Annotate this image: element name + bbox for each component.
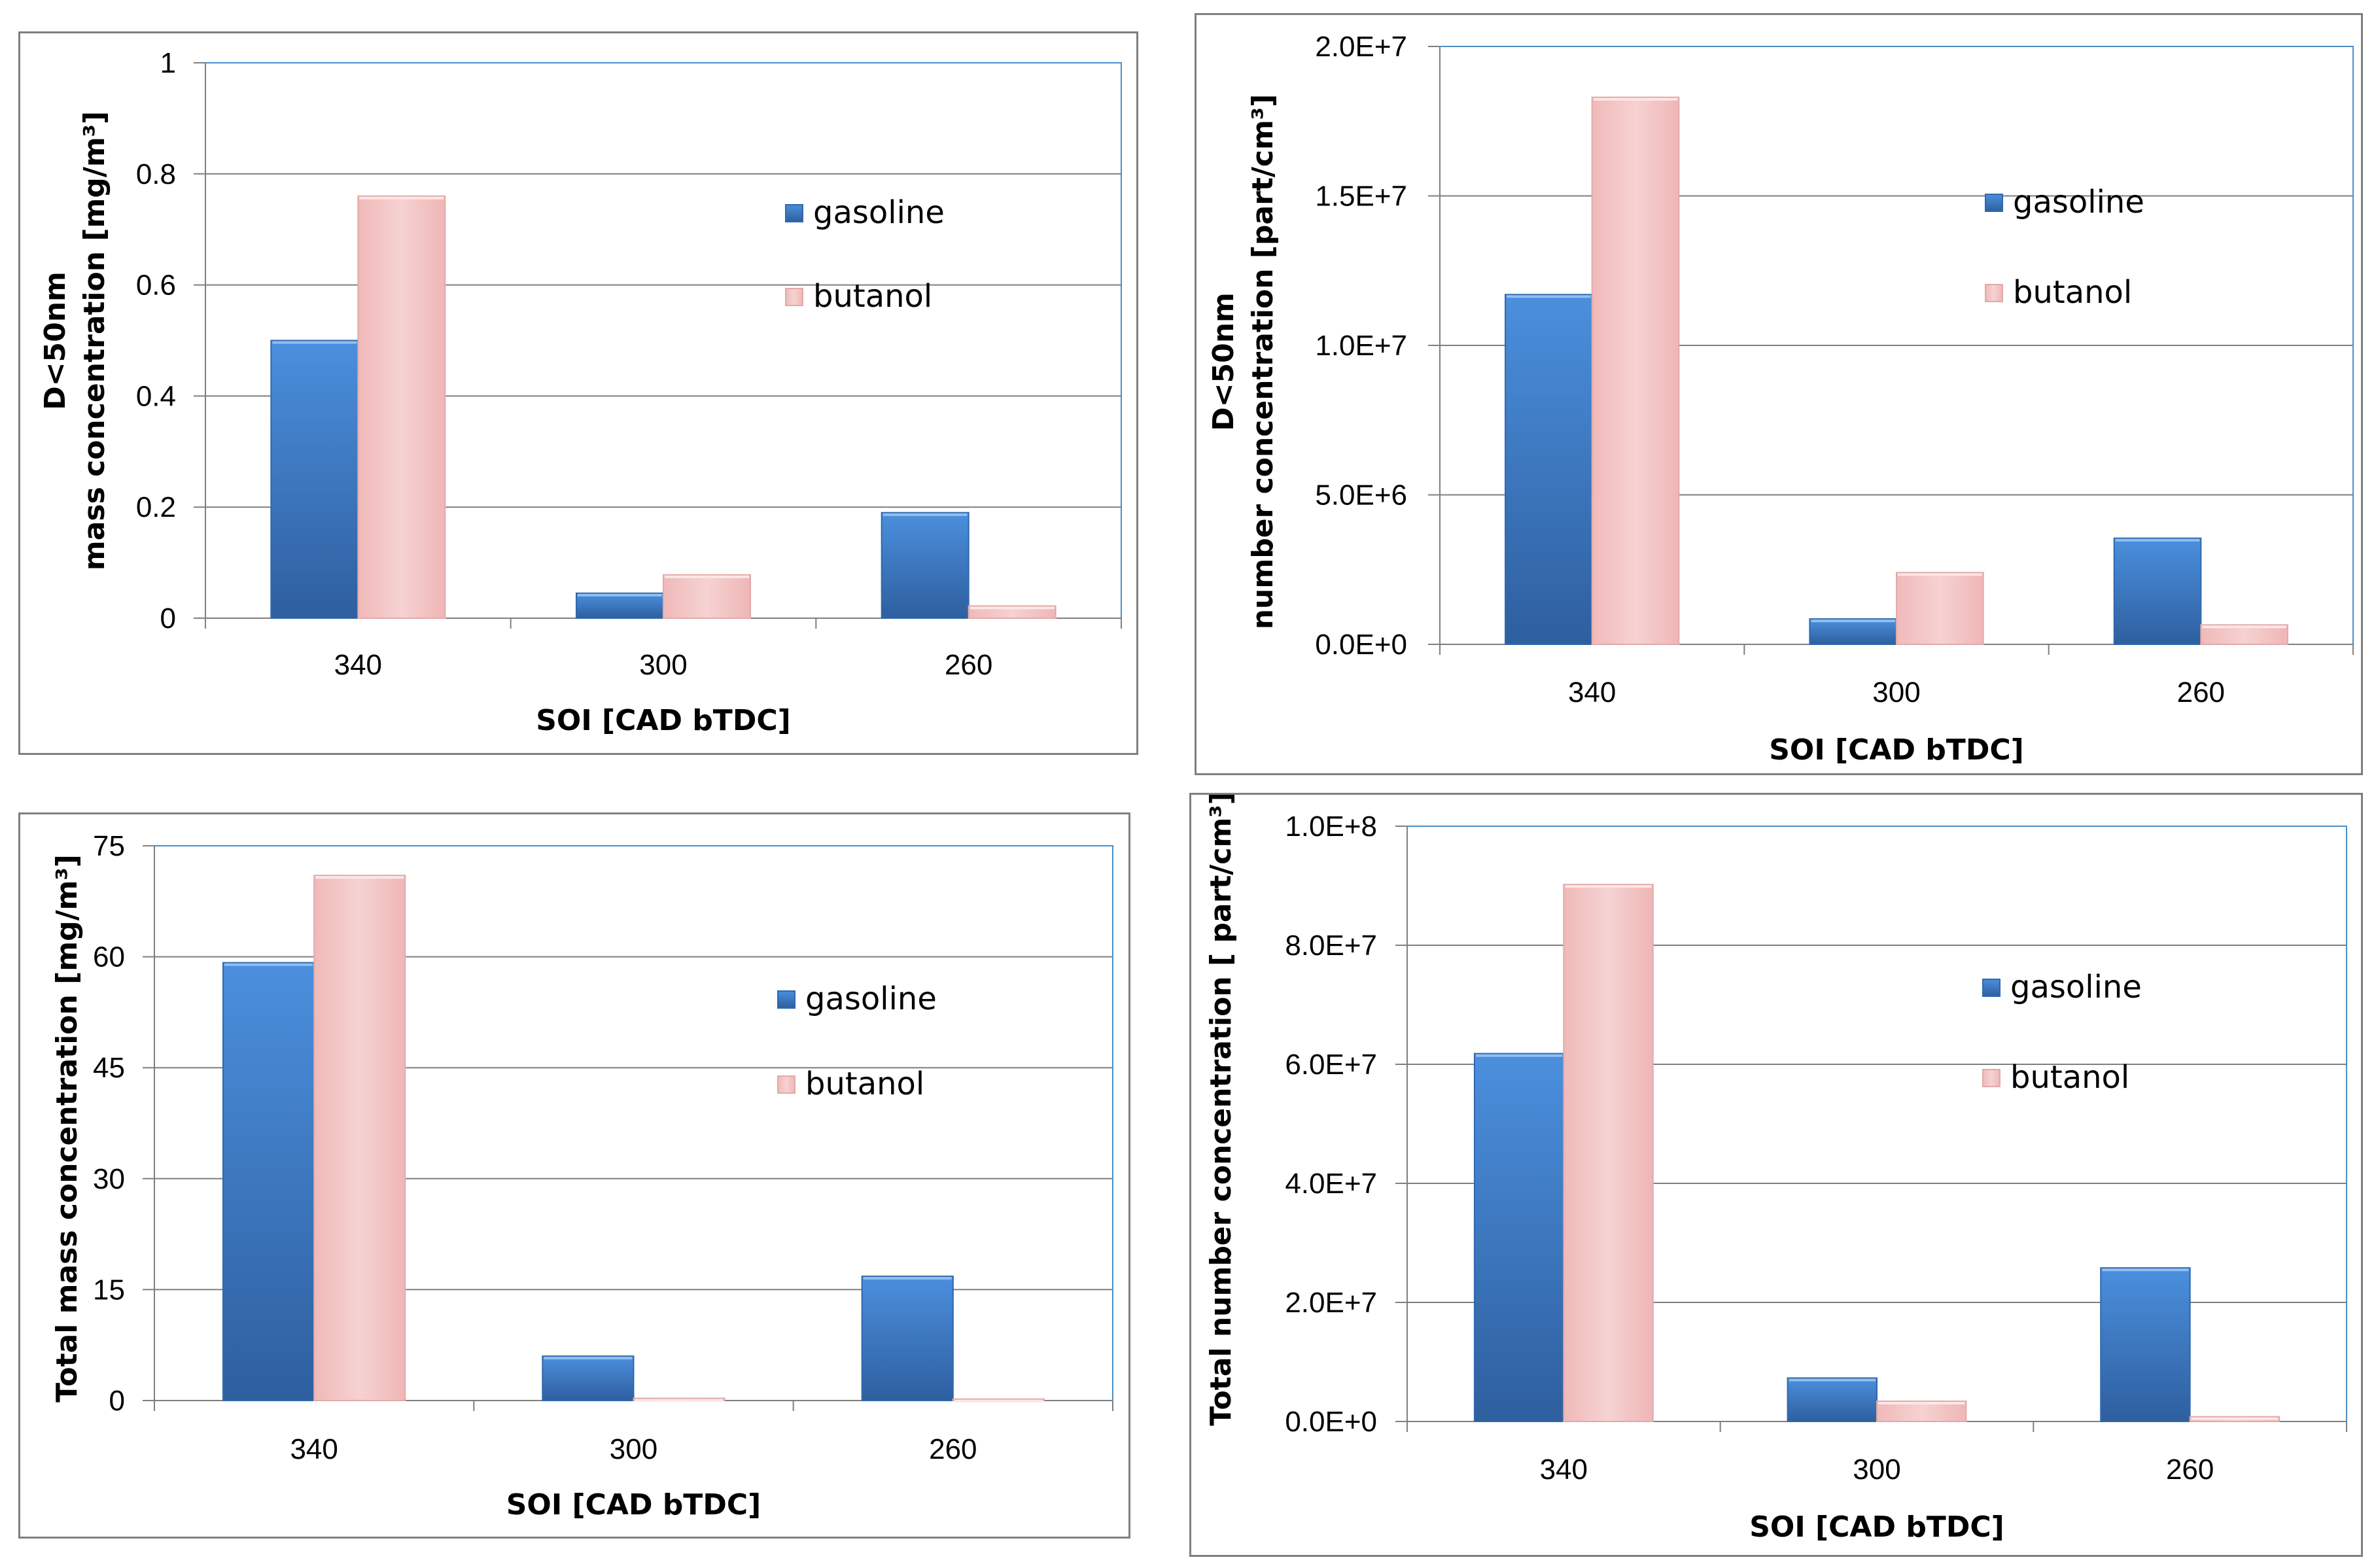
y-axis-title: Total number concentration [ part/cm³] [1204,795,1238,1426]
y-tick-label: 1.5E+7 [1315,181,1407,213]
x-category-label: 340 [334,649,382,681]
legend-swatch-gasoline [1982,979,2000,997]
legend-swatch-gasoline [777,990,795,1009]
legend-swatch-gasoline [785,204,803,222]
bar-gasoline-300 [542,1355,635,1401]
y-tick-label: 45 [93,1052,125,1084]
legend-label-gasoline: gasoline [2010,969,2142,1005]
y-axis-title: D<50nm [39,271,72,410]
chart-svg: 0 0.2 0.4 0.6 0.8 1 340 300 260 SOI [CAD bTDC] D<5… [39,47,1122,737]
y-tick-label: 4.0E+7 [1285,1168,1377,1200]
bar-gasoline-300 [576,592,664,619]
y-tick-label: 8.0E+7 [1285,930,1377,962]
y-tick-label: 0.2 [136,491,176,523]
bar-butanol-300 [663,574,751,619]
chart-panel-small-mass: 0 0.2 0.4 0.6 0.8 1 340 300 260 SOI [CAD bTDC] D<5… [18,31,1138,755]
y-tick-label: 0 [109,1385,125,1417]
y-tick-label: 30 [93,1163,125,1195]
legend-label-butanol: butanol [813,278,932,315]
bar-gasoline-260 [861,1276,954,1401]
x-category-label: 300 [1872,676,1920,708]
chart-svg: 0 15 30 45 60 75 340 300 260 SOI [CAD bTDC] Total … [50,830,1113,1522]
bar-gasoline-340 [1505,294,1593,645]
y-tick-label: 75 [93,830,125,862]
chart-svg: 0.0E+0 2.0E+7 4.0E+7 6.0E+7 8.0E+7 1.0E+8 340 3… [1204,795,2347,1544]
y-tick-label: 2.0E+7 [1315,31,1407,63]
y-tick-label: 1.0E+8 [1285,810,1377,843]
x-axis-title: SOI [CAD bTDC] [506,1488,761,1522]
legend-label-butanol: butanol [2013,274,2132,311]
y-axis-title: D<50nm [1207,292,1240,431]
legend-label-gasoline: gasoline [2013,184,2144,220]
x-axis-title: SOI [CAD bTDC] [536,704,791,737]
y-tick-label: 0 [160,602,176,635]
bar-butanol-340 [357,195,446,619]
y-axis-title: Total mass concentration [mg/m³] [50,854,84,1402]
bar-butanol-340 [313,875,406,1401]
y-tick-label: 15 [93,1274,125,1306]
chart-panel-small-number: 0.0E+0 5.0E+6 1.0E+7 1.5E+7 2.0E+7 340 300 260 S… [1195,13,2363,775]
legend-swatch-butanol [1982,1069,2000,1087]
bar-gasoline-260 [2100,1267,2191,1422]
x-category-label: 340 [1540,1454,1588,1486]
chart-svg: 0.0E+0 5.0E+6 1.0E+7 1.5E+7 2.0E+7 340 300 260 S… [1207,31,2354,767]
legend-swatch-butanol [785,288,803,306]
x-category-label: 300 [610,1433,657,1465]
bar-gasoline-300 [1809,618,1897,646]
x-axis-title: SOI [CAD bTDC] [1769,733,2024,767]
legend-label-gasoline: gasoline [813,194,945,231]
x-category-label: 300 [639,649,687,681]
y-axis-title: number concentration [part/cm³] [1246,94,1280,630]
y-tick-label: 0.8 [136,158,176,190]
bar-gasoline-340 [1473,1053,1565,1422]
y-tick-label: 1.0E+7 [1315,330,1407,362]
x-category-label: 260 [2166,1454,2214,1486]
bar-gasoline-260 [881,512,970,619]
y-tick-label: 0.6 [136,270,176,302]
y-tick-label: 2.0E+7 [1285,1287,1377,1319]
bar-gasoline-340 [222,962,315,1402]
chart-panel-total-number: 0.0E+0 2.0E+7 4.0E+7 6.0E+7 8.0E+7 1.0E+8 340 3… [1189,793,2363,1557]
legend-label-butanol: butanol [2010,1059,2129,1096]
x-category-label: 340 [290,1433,338,1465]
x-axis-title: SOI [CAD bTDC] [1749,1510,2004,1544]
legend-label-gasoline: gasoline [805,981,937,1017]
y-tick-label: 5.0E+6 [1315,479,1407,512]
legend-swatch-gasoline [1985,194,2003,212]
bar-butanol-340 [1563,884,1654,1422]
y-tick-label: 1 [160,47,176,79]
y-axis-title: mass concentration [mg/m³] [78,111,111,570]
legend-label-butanol: butanol [805,1066,924,1102]
y-tick-label: 60 [93,941,125,973]
x-category-label: 260 [929,1433,977,1465]
chart-panel-total-mass: 0 15 30 45 60 75 340 300 260 SOI [CAD bTDC] Total … [18,812,1130,1539]
legend-swatch-butanol [1985,284,2003,302]
bar-gasoline-340 [270,340,359,619]
x-category-label: 340 [1568,676,1616,708]
y-tick-label: 0.4 [136,380,176,412]
y-tick-label: 0.0E+0 [1285,1406,1377,1438]
x-category-label: 260 [945,649,992,681]
y-tick-label: 6.0E+7 [1285,1049,1377,1081]
legend-swatch-butanol [777,1075,795,1094]
bar-gasoline-300 [1787,1377,1878,1423]
bar-butanol-300 [1876,1401,1967,1422]
bar-butanol-340 [1591,96,1680,645]
y-tick-label: 0.0E+0 [1315,629,1407,661]
x-category-label: 260 [2177,676,2225,708]
bar-butanol-300 [1896,572,1984,646]
bar-gasoline-260 [2113,537,2202,646]
x-category-label: 300 [1853,1454,1900,1486]
